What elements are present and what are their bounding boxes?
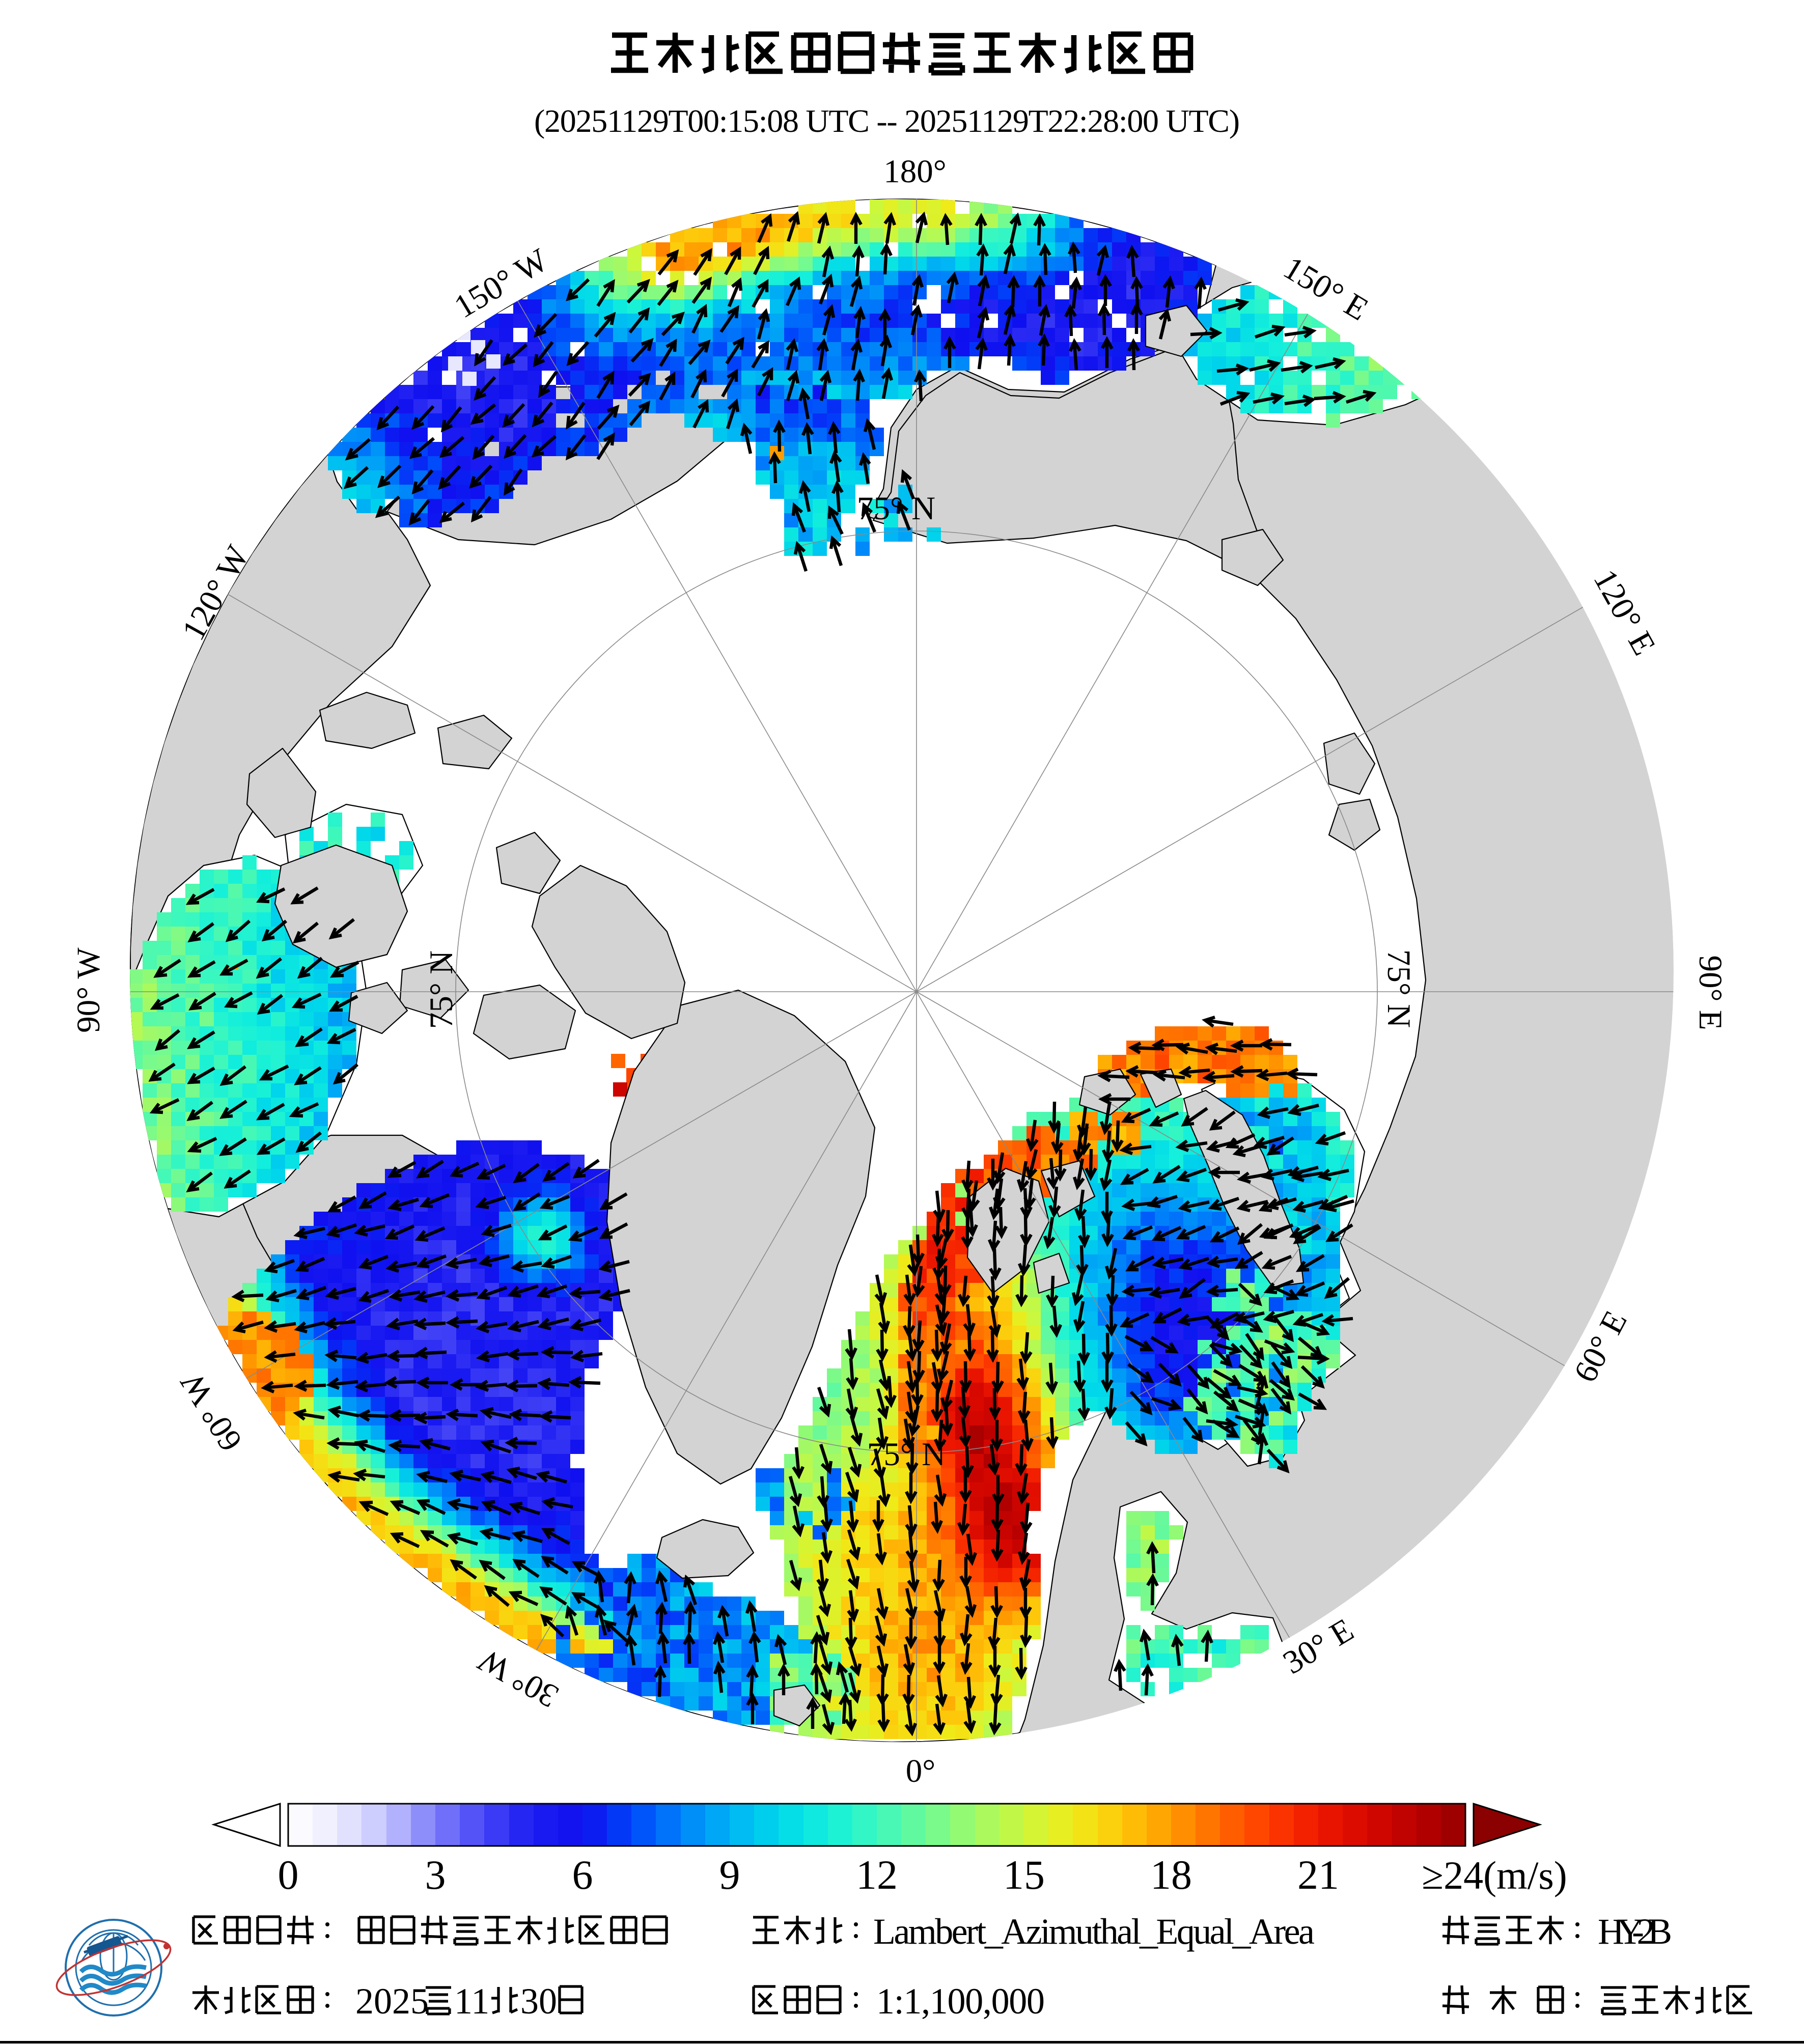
svg-text:1:1,100,000: 1:1,100,000 (876, 1981, 1045, 2022)
svg-text:≥24(m/s): ≥24(m/s) (1422, 1853, 1567, 1897)
svg-text:12: 12 (856, 1852, 898, 1898)
svg-text:Lambert_Azimuthal_Equal_Area: Lambert_Azimuthal_Equal_Area (873, 1911, 1315, 1952)
svg-text:18: 18 (1150, 1852, 1192, 1898)
svg-text:2025: 2025 (355, 1981, 429, 2022)
svg-text:21: 21 (1297, 1852, 1339, 1898)
svg-text:9: 9 (719, 1852, 740, 1898)
svg-text:0: 0 (278, 1852, 299, 1898)
svg-text:15: 15 (1003, 1852, 1045, 1898)
svg-text:90° E: 90° E (1692, 956, 1729, 1030)
svg-text:75° N: 75° N (1380, 949, 1417, 1028)
svg-text:180°: 180° (883, 153, 947, 190)
svg-text:75° N: 75° N (867, 1436, 946, 1473)
svg-text:0°: 0° (906, 1753, 936, 1789)
svg-text:3: 3 (425, 1852, 446, 1898)
svg-text:90° W: 90° W (70, 947, 107, 1033)
svg-text:(20251129T00:15:08 UTC -- 2025: (20251129T00:15:08 UTC -- 20251129T22:28… (534, 103, 1240, 139)
svg-text:11: 11 (454, 1981, 489, 2022)
svg-text:30: 30 (520, 1981, 557, 2022)
svg-text:HY-2B: HY-2B (1598, 1911, 1672, 1952)
svg-text:6: 6 (572, 1852, 593, 1898)
svg-text:75° N: 75° N (857, 490, 935, 527)
svg-text:75° N: 75° N (423, 950, 460, 1029)
